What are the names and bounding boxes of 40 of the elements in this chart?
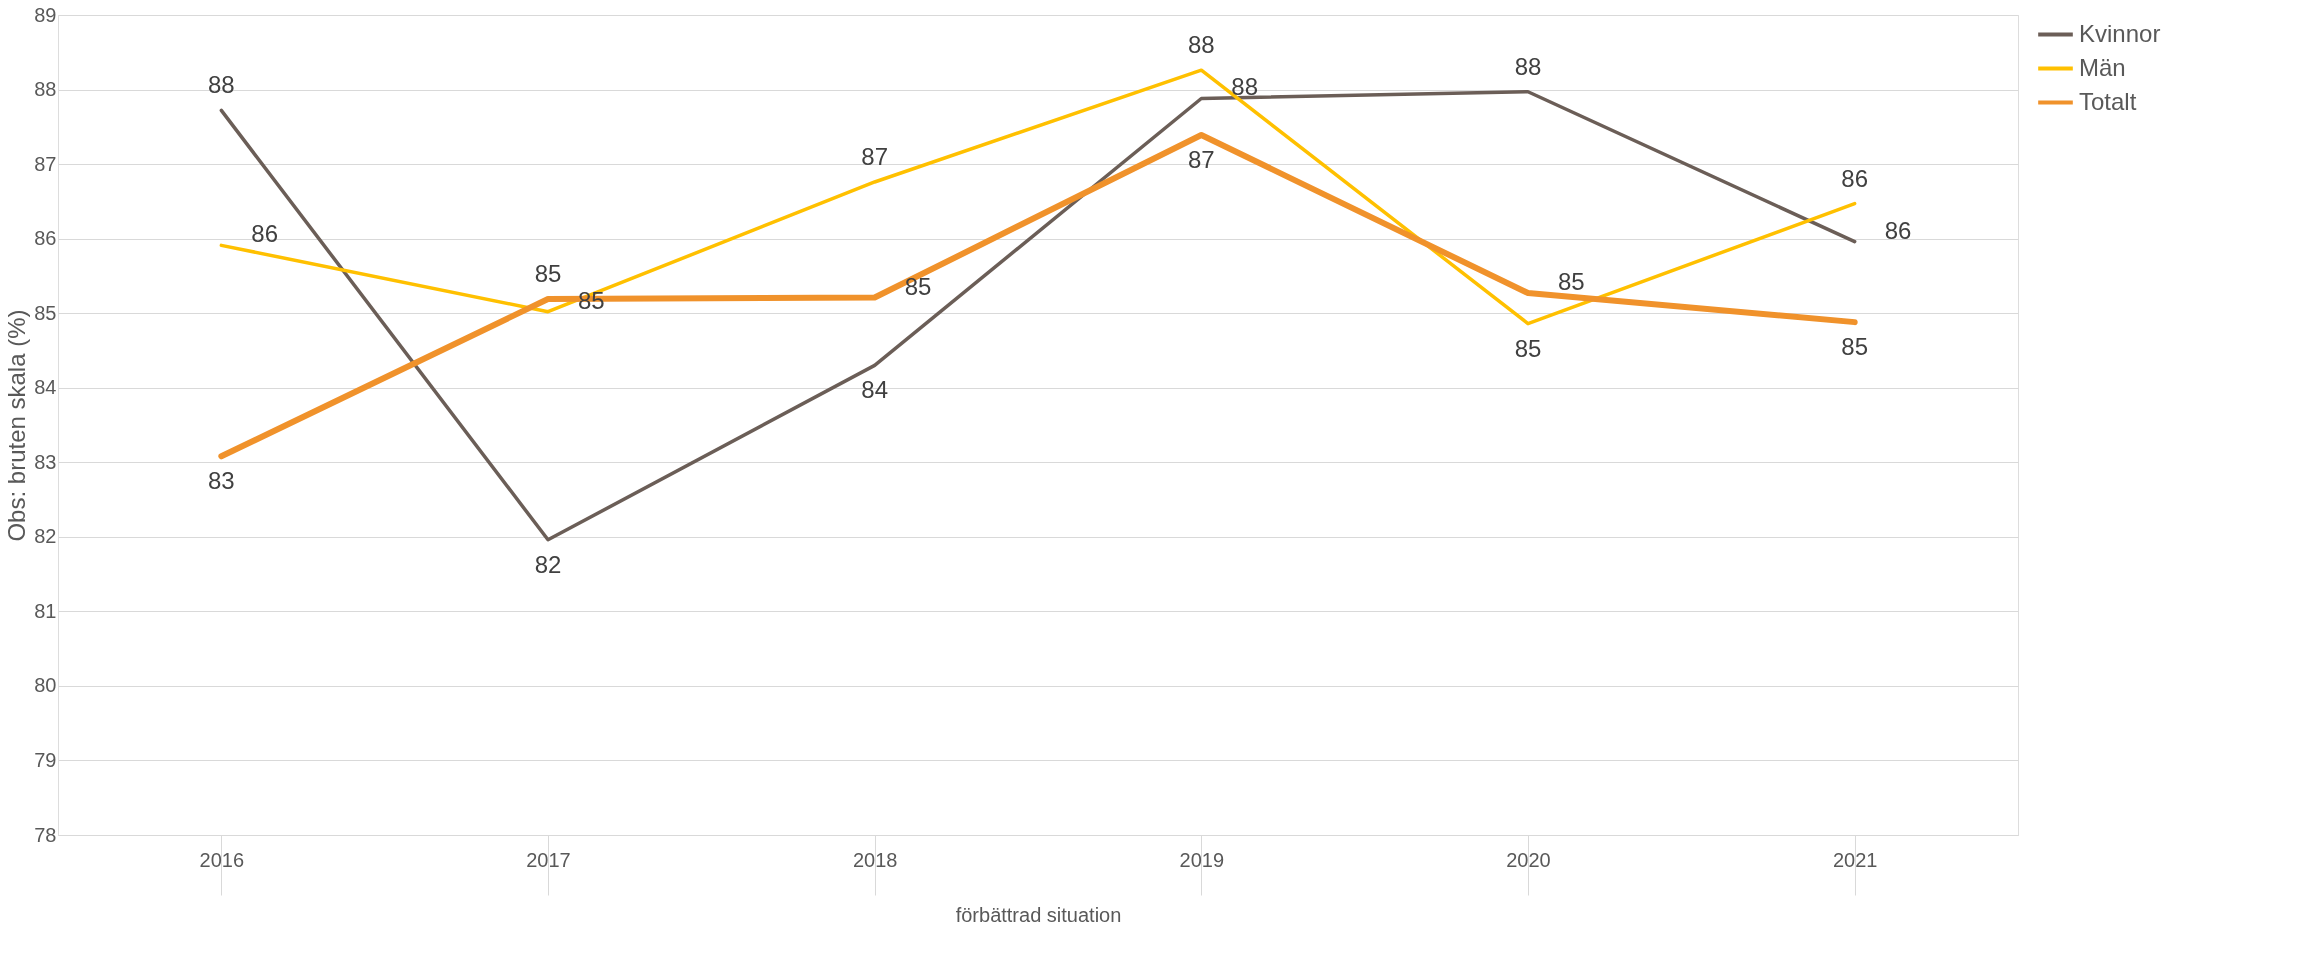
- y-tick-label: 86: [34, 227, 57, 250]
- y-tick-label: 88: [34, 78, 57, 101]
- data-label: 86: [1841, 164, 1869, 192]
- x-tick-label: 2019: [1179, 848, 1225, 871]
- data-label: 87: [1187, 146, 1215, 174]
- y-tick-label: 84: [34, 376, 57, 399]
- data-label: 86: [251, 220, 279, 248]
- data-label: 85: [1514, 334, 1542, 362]
- y-tick-label: 79: [34, 748, 57, 771]
- legend-label: Kvinnor: [2079, 19, 2161, 47]
- y-tick-label: 83: [34, 450, 57, 473]
- x-tick-label: 2020: [1506, 848, 1551, 871]
- data-label: 83: [207, 467, 235, 495]
- x-tick-label: 2017: [526, 848, 571, 871]
- data-label: 87: [861, 142, 889, 170]
- data-label: 88: [207, 71, 235, 99]
- data-label: 85: [1841, 333, 1869, 361]
- data-label: 86: [1884, 216, 1912, 244]
- legend-label: Män: [2079, 53, 2126, 81]
- data-label: 88: [1187, 31, 1215, 59]
- x-tick-label: 2016: [199, 848, 245, 871]
- data-label: 85: [1558, 268, 1585, 296]
- data-label: 84: [861, 376, 889, 404]
- data-label: 82: [534, 550, 562, 578]
- y-tick-label: 89: [34, 3, 57, 26]
- x-axis-title: förbättrad situation: [955, 904, 1122, 926]
- x-tick-label: 2021: [1832, 848, 1878, 871]
- y-tick-label: 78: [34, 823, 57, 846]
- x-tick-label: 2018: [852, 848, 898, 871]
- y-tick-label: 80: [34, 674, 57, 697]
- y-tick-label: 81: [34, 599, 57, 622]
- data-label: 88: [1514, 52, 1542, 80]
- legend-label: Totalt: [2079, 87, 2137, 115]
- y-tick-label: 82: [34, 525, 57, 548]
- y-tick-label: 87: [34, 152, 57, 175]
- data-label: 88: [1231, 73, 1259, 101]
- y-tick-label: 85: [34, 301, 57, 324]
- data-label: 85: [534, 260, 562, 288]
- data-label: 85: [904, 272, 932, 300]
- y-axis-title: Obs: bruten skala (%): [3, 309, 31, 542]
